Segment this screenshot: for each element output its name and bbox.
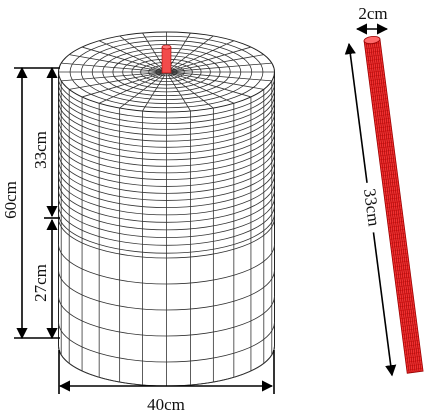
top-radial bbox=[69, 72, 163, 90]
top-radial bbox=[169, 73, 235, 104]
rod-ring bbox=[403, 344, 420, 347]
rod-ring bbox=[402, 332, 419, 335]
top-radial bbox=[61, 62, 162, 72]
diameter-label: 40cm bbox=[147, 395, 185, 414]
rod-ring bbox=[402, 336, 419, 339]
rod-ring bbox=[400, 320, 417, 323]
rod-stripe bbox=[375, 39, 420, 372]
top-radial bbox=[170, 72, 264, 90]
top-radial bbox=[168, 35, 214, 71]
center-rod-top bbox=[161, 44, 172, 50]
rod-ring bbox=[404, 352, 421, 355]
top-radial bbox=[169, 40, 235, 71]
rod-ring bbox=[399, 308, 415, 311]
label-bg bbox=[4, 175, 20, 225]
top-radial bbox=[69, 54, 163, 72]
rod-ring bbox=[405, 360, 422, 363]
top-radial bbox=[170, 46, 252, 72]
top-radial bbox=[81, 46, 163, 72]
top-radial bbox=[167, 32, 191, 71]
top-radial bbox=[170, 72, 252, 98]
top-radial bbox=[171, 62, 272, 72]
label-bg bbox=[34, 125, 50, 175]
top-radial bbox=[170, 54, 264, 72]
top-radial bbox=[98, 73, 164, 104]
top-radial bbox=[168, 73, 214, 109]
rod-ring bbox=[403, 340, 420, 343]
top-radial bbox=[119, 35, 165, 71]
rod-ring bbox=[395, 280, 412, 284]
rod-ring bbox=[406, 368, 423, 371]
label-bg bbox=[358, 181, 383, 234]
rod-ring bbox=[404, 348, 421, 351]
rod-ring bbox=[401, 324, 418, 327]
rod-diameter-label: 2cm bbox=[358, 4, 387, 23]
top-radial bbox=[142, 32, 166, 71]
rod-ring bbox=[400, 316, 417, 319]
top-radial bbox=[61, 72, 162, 82]
label-bg bbox=[34, 258, 50, 308]
rod-ring bbox=[406, 364, 423, 367]
upper-label: 33cm bbox=[31, 131, 50, 169]
cylinder-mesh bbox=[58, 31, 275, 387]
rod-ring bbox=[397, 292, 413, 296]
rod-ring bbox=[397, 296, 414, 300]
top-radial bbox=[171, 72, 272, 82]
rod-ring bbox=[394, 272, 411, 276]
rod-ring bbox=[398, 300, 414, 304]
rod-ring bbox=[399, 312, 416, 315]
lower-label: 27cm bbox=[31, 264, 50, 302]
top-radial bbox=[167, 73, 191, 112]
rod-ring bbox=[401, 328, 418, 331]
rod-ring bbox=[393, 268, 410, 272]
rod-length-dimension: 33cm bbox=[344, 42, 397, 377]
rod-length-label: 33cm bbox=[360, 187, 384, 227]
rod-ring bbox=[395, 284, 412, 288]
rod-ring bbox=[405, 356, 422, 359]
center-rod bbox=[161, 46, 172, 74]
top-radial bbox=[119, 73, 165, 109]
top-radial bbox=[81, 72, 163, 98]
rod-ring bbox=[398, 304, 415, 307]
height-label: 60cm bbox=[1, 181, 20, 219]
top-radial bbox=[98, 40, 164, 71]
rod-ring bbox=[396, 288, 413, 292]
top-radial bbox=[142, 73, 166, 112]
rod-ring bbox=[394, 276, 411, 280]
